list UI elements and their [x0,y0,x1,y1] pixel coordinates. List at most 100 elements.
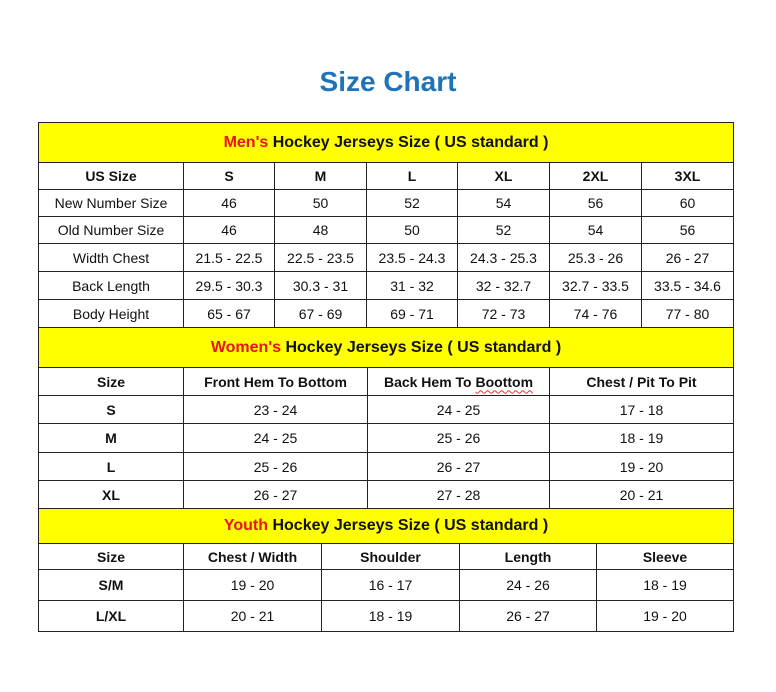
table-cell: 74 - 76 [549,299,642,328]
table-cell: 16 - 17 [321,569,460,601]
column-header-label: US Size [85,168,137,184]
table-cell: 26 - 27 [459,600,597,632]
table-cell: 23 - 24 [183,395,368,424]
column-header: Length [459,543,597,570]
column-header: Chest / Pit To Pit [549,367,734,396]
women-size-table: Women's Hockey Jerseys Size ( US standar… [38,327,734,509]
table-cell: 24 - 25 [367,395,550,424]
table-row: New Number Size 46 50 52 54 56 60 [38,189,734,217]
table-cell: 26 - 27 [367,452,550,481]
table-cell: 24.3 - 25.3 [457,243,550,272]
page-title: Size Chart [319,66,457,97]
column-header: Sleeve [595,543,735,570]
heading-text: Hockey Jerseys Size ( US standard ) [281,338,562,356]
table-cell: 18 - 19 [549,423,734,453]
table-row: Width Chest 21.5 - 22.5 22.5 - 23.5 23.5 - … [38,243,734,272]
table-cell: 26 - 27 [641,243,734,272]
table-cell: 33.5 - 34.6 [641,271,734,300]
table-cell: 19 - 20 [183,569,322,601]
table-cell: 18 - 19 [321,600,460,632]
column-header-label: Length [504,548,552,565]
table-cell: 46 [183,216,275,244]
table-row: Back Length 29.5 - 30.3 30.3 - 31 31 - 32 32… [38,271,734,300]
column-header-label: Size [96,373,125,390]
heading-accent: Youth [223,517,269,534]
heading-text: Hockey Jerseys Size ( US standard ) [268,517,549,534]
men-size-table: Men's Hockey Jerseys Size ( US standard … [38,122,734,328]
table-cell: 50 [274,189,367,217]
youth-section-heading: Youth Hockey Jerseys Size ( US standard … [37,508,735,544]
table-row: L/XL 20 - 21 18 - 19 26 - 27 19 - 20 [38,600,735,632]
youth-size-table: Youth Hockey Jerseys Size ( US standard … [37,508,735,632]
column-header-label: M [314,168,327,184]
table-cell: 25.3 - 26 [549,243,642,272]
table-cell: 52 [457,216,550,244]
heading-accent: Men's [223,133,269,151]
column-header: 3XL [641,162,734,190]
table-cell: 18 - 19 [595,569,735,601]
table-cell: 56 [641,216,734,244]
table-cell: 65 - 67 [183,299,275,328]
table-cell: 56 [549,189,642,217]
heading-text: Hockey Jerseys Size ( US standard ) [268,133,549,151]
table-cell: 31 - 32 [366,271,458,300]
table-cell: 19 - 20 [595,600,735,632]
women-section-heading: Women's Hockey Jerseys Size ( US standar… [38,327,734,368]
column-header: Back Hem To Boottom [367,367,550,396]
row-label: S [38,395,184,424]
column-header: Size [38,543,184,570]
column-header-label: S [224,168,234,184]
column-header: L [366,162,458,190]
row-label: S/M [38,569,184,601]
men-section-heading: Men's Hockey Jerseys Size ( US standard … [38,122,734,163]
table-cell: 25 - 26 [183,452,368,481]
table-cell: 29.5 - 30.3 [183,271,275,300]
column-header-label: Back Hem To Boottom [383,373,534,390]
table-row: M 24 - 25 25 - 26 18 - 19 [38,423,734,453]
table-cell: 77 - 80 [641,299,734,328]
column-header: US Size [38,162,184,190]
table-cell: 67 - 69 [274,299,367,328]
table-row: Old Number Size 46 48 50 52 54 56 [38,216,734,244]
table-cell: 60 [641,189,734,217]
row-label: Old Number Size [38,216,184,244]
table-cell: 72 - 73 [457,299,550,328]
row-label: L [38,452,184,481]
table-cell: 48 [274,216,367,244]
table-cell: 24 - 25 [183,423,368,453]
table-cell: 24 - 26 [459,569,597,601]
table-cell: 19 - 20 [549,452,734,481]
column-header: M [274,162,367,190]
table-row: S/M 19 - 20 16 - 17 24 - 26 18 - 19 [38,569,735,601]
column-header-label: Chest / Width [207,548,298,565]
table-cell: 32.7 - 33.5 [549,271,642,300]
row-label: Back Length [38,271,184,300]
column-header-label: XL [494,168,513,184]
column-header: Shoulder [321,543,460,570]
row-label: Body Height [38,299,184,328]
table-cell: 22.5 - 23.5 [274,243,367,272]
column-header-label: Chest / Pit To Pit [586,373,697,390]
table-cell: 32 - 32.7 [457,271,550,300]
column-header-label: L [407,168,417,184]
table-cell: 20 - 21 [183,600,322,632]
row-label: Width Chest [38,243,184,272]
table-cell: 27 - 28 [367,480,550,509]
table-cell: 50 [366,216,458,244]
column-header-label: 3XL [674,168,701,184]
table-cell: 54 [457,189,550,217]
row-label: L/XL [38,600,184,632]
column-header: XL [457,162,550,190]
heading-accent: Women's [210,338,282,356]
row-label: M [38,423,184,453]
table-row: S 23 - 24 24 - 25 17 - 18 [38,395,734,424]
table-cell: 23.5 - 24.3 [366,243,458,272]
table-cell: 54 [549,216,642,244]
table-cell: 52 [366,189,458,217]
row-label: XL [38,480,184,509]
column-header: Size [38,367,184,396]
table-row: XL 26 - 27 27 - 28 20 - 21 [38,480,734,509]
table-cell: 26 - 27 [183,480,368,509]
table-cell: 46 [183,189,275,217]
column-header-row: US Size S M L XL 2XL 3XL [38,162,734,190]
